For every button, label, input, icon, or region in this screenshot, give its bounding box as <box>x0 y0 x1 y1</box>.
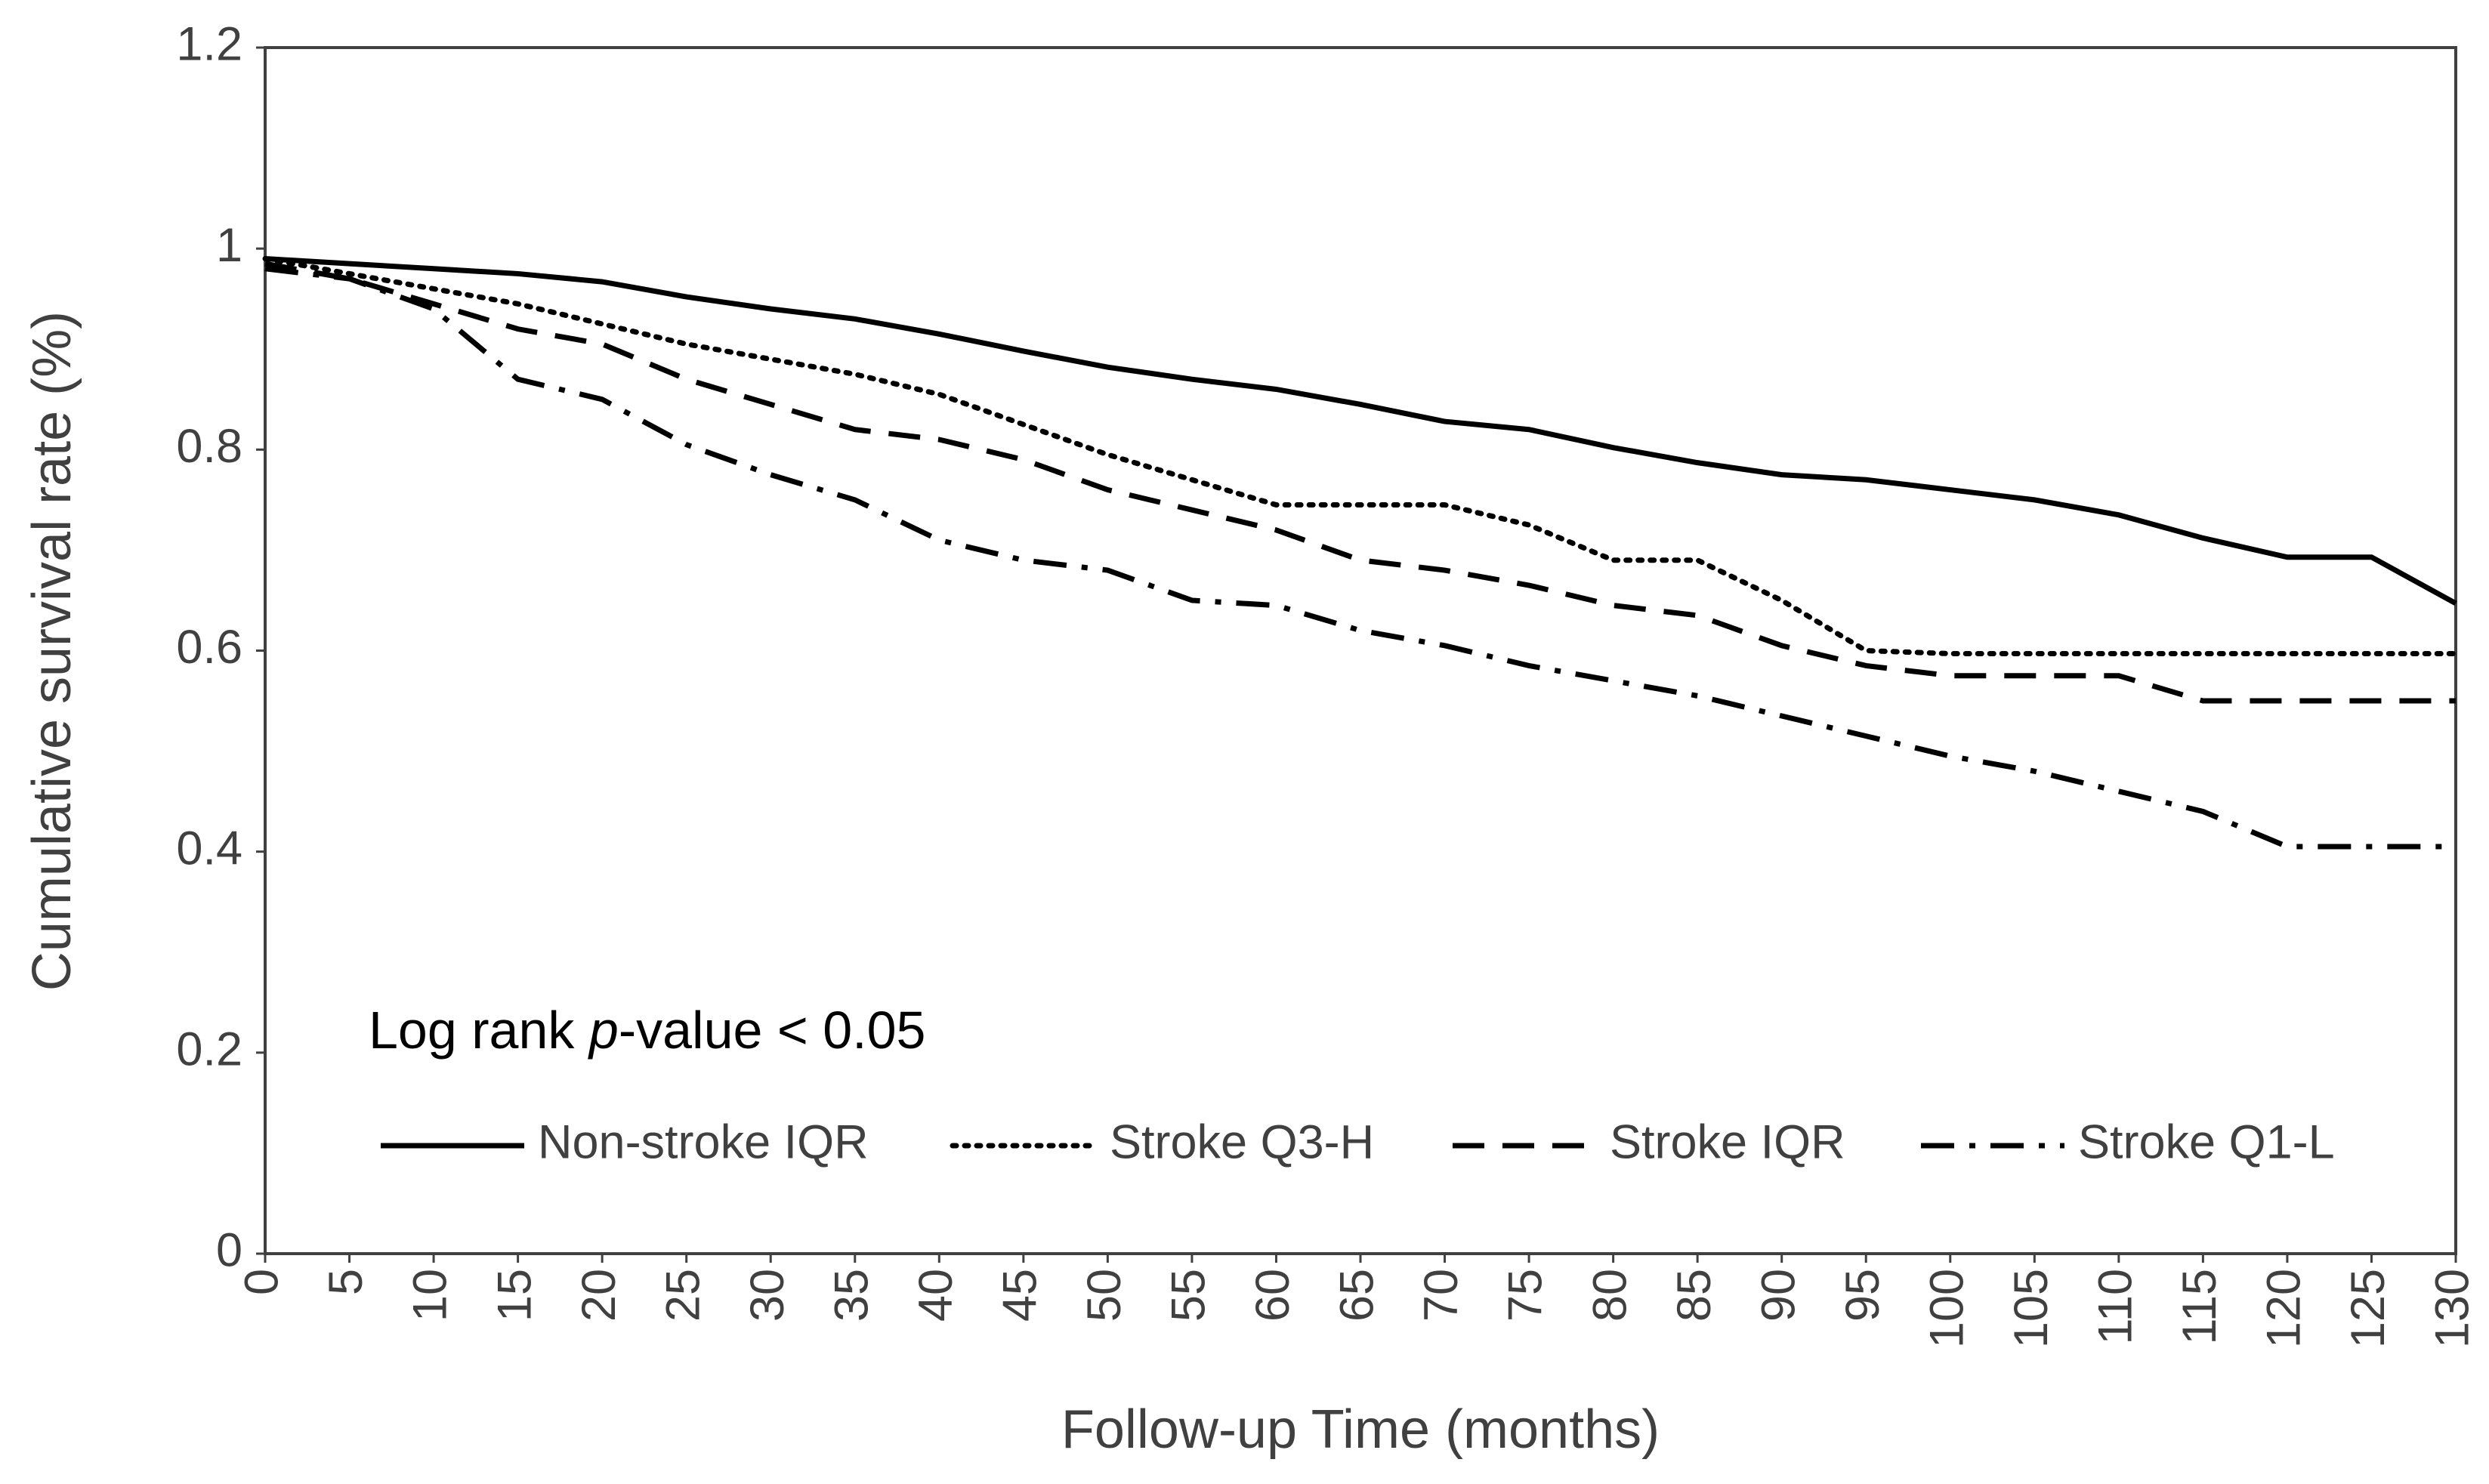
plot-frame <box>264 46 2457 1255</box>
x-tick-label: 20 <box>573 1269 625 1322</box>
series-line <box>264 255 2457 606</box>
y-tick-label: 1.2 <box>176 18 242 71</box>
y-tick-label: 0 <box>216 1224 242 1277</box>
x-tick-label: 55 <box>1163 1269 1215 1322</box>
y-tick-label: 0.4 <box>176 822 242 875</box>
x-tick-label: 115 <box>2173 1269 2226 1344</box>
x-tick-label: 25 <box>656 1269 709 1322</box>
x-tick-label: 110 <box>2089 1269 2142 1344</box>
legend-label: Stroke Q3-H <box>1110 1116 1374 1169</box>
x-tick-label: 0 <box>236 1269 289 1295</box>
x-tick-label: 40 <box>909 1269 962 1322</box>
y-tick-label: 0.6 <box>176 621 242 674</box>
series-line <box>262 255 2459 656</box>
x-tick-label: 90 <box>1752 1269 1805 1322</box>
y-tick-label: 1 <box>216 219 242 272</box>
series-line <box>264 261 2456 704</box>
x-tick-label: 100 <box>1920 1269 1973 1348</box>
x-tick-label: 70 <box>1415 1269 1468 1322</box>
x-tick-label: 85 <box>1668 1269 1721 1322</box>
x-axis-title: Follow-up Time (months) <box>1061 1399 1660 1460</box>
x-tick-label: 15 <box>488 1269 541 1322</box>
x-tick-label: 10 <box>404 1269 457 1322</box>
x-tick-label: 45 <box>993 1269 1046 1322</box>
x-tick-label: 120 <box>2258 1269 2311 1348</box>
x-tick-label: 105 <box>2005 1269 2058 1348</box>
x-tick-label: 130 <box>2426 1269 2479 1348</box>
x-tick-label: 5 <box>320 1269 372 1295</box>
legend-label: Non-stroke IQR <box>538 1116 869 1169</box>
annotation-text: p <box>588 1001 619 1060</box>
legend-label: Stroke IQR <box>1610 1116 1845 1169</box>
legend-label: Stroke Q1-L <box>2078 1116 2335 1169</box>
annotation-text: Log rank <box>369 1001 589 1060</box>
x-tick-label: 30 <box>741 1269 794 1322</box>
x-tick-label: 35 <box>825 1269 878 1322</box>
x-tick-label: 75 <box>1499 1269 1552 1322</box>
annotation-text: -value < 0.05 <box>619 1001 926 1060</box>
y-tick-label: 0.2 <box>176 1023 242 1075</box>
y-tick-label: 0.8 <box>176 420 242 473</box>
x-tick-label: 50 <box>1078 1269 1131 1322</box>
y-axis-title: Cumulative survival rate (%) <box>22 311 82 991</box>
x-tick-label: 65 <box>1331 1269 1384 1322</box>
annotation: Log rank p-value < 0.05 <box>369 1001 925 1060</box>
x-tick-label: 125 <box>2342 1269 2395 1348</box>
x-tick-label: 60 <box>1246 1269 1299 1322</box>
x-tick-label: 95 <box>1836 1269 1889 1322</box>
x-tick-label: 80 <box>1583 1269 1636 1322</box>
